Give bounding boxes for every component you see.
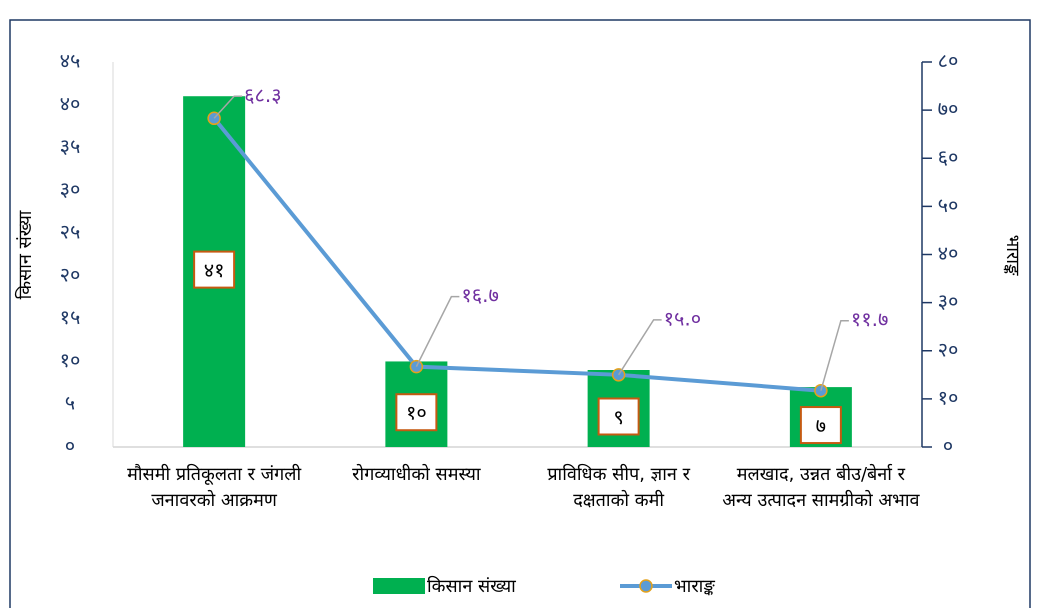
line-data-label: १६.७	[461, 283, 499, 307]
data-label: ४१	[204, 258, 225, 282]
x-tick-label: मौसमी प्रतिकूलता र जंगली जनावरको आक्रमण	[127, 464, 302, 511]
data-label-box	[193, 250, 236, 289]
y2-tick-label: ०	[943, 434, 953, 458]
data-label: ९	[613, 405, 623, 429]
data-label: १०	[406, 401, 427, 425]
line-data-label: १५.०	[664, 306, 702, 330]
y-tick-label: १५	[60, 305, 81, 329]
y-tick-label: ३०	[60, 177, 81, 201]
line-data-label: ६८.३	[244, 83, 282, 107]
leader-line	[213, 95, 243, 119]
y2-tick-label: ७०	[938, 97, 959, 121]
line	[212, 117, 822, 393]
data-label: ७	[816, 414, 826, 438]
frame	[9, 19, 1031, 608]
legend-swatch	[373, 578, 425, 594]
data-label-box	[799, 406, 842, 445]
y2-axis-label: भाराङ्क	[1002, 235, 1023, 276]
legend-label: किसान संख्या	[427, 576, 516, 597]
line-data-label: ११.७	[851, 307, 889, 331]
x-tick-label: रोगव्याधीको समस्या	[352, 464, 481, 485]
y2-tick-label: ८०	[938, 49, 959, 73]
x-tick-label: प्राविधिक सीप, ज्ञान र दक्षताको कमी	[547, 464, 690, 511]
y-tick-label: २०	[60, 262, 81, 286]
y2-tick-label: ४०	[938, 241, 959, 265]
y2-tick-label: २०	[938, 337, 959, 361]
y-tick-label: ०	[65, 434, 75, 458]
legend-marker	[639, 579, 653, 593]
x-tick-label: मलखाद, उन्नत बीउ/बेर्ना र अन्य उत्पादन स…	[722, 464, 920, 511]
y2-tick-label: ५०	[938, 193, 959, 217]
leader-line	[820, 319, 849, 391]
y-tick-label: २५	[60, 220, 81, 244]
y-tick-label: १०	[60, 348, 81, 372]
data-label-box	[395, 393, 438, 432]
y-tick-label: ४५	[60, 49, 81, 73]
y-axis-label: किसान संख्या	[14, 210, 36, 299]
y2-tick-label: १०	[938, 385, 959, 409]
data-label-box	[597, 397, 640, 436]
y2-tick-label: ३०	[938, 289, 959, 313]
y-tick-label: ३५	[60, 134, 81, 158]
legend-label: भाराङ्क	[674, 576, 715, 597]
leader-line	[617, 319, 662, 376]
y2-tick-label: ६०	[938, 145, 959, 169]
y-tick-label: ५	[65, 391, 75, 415]
leader-line	[415, 295, 460, 367]
y-tick-label: ४०	[60, 91, 81, 115]
